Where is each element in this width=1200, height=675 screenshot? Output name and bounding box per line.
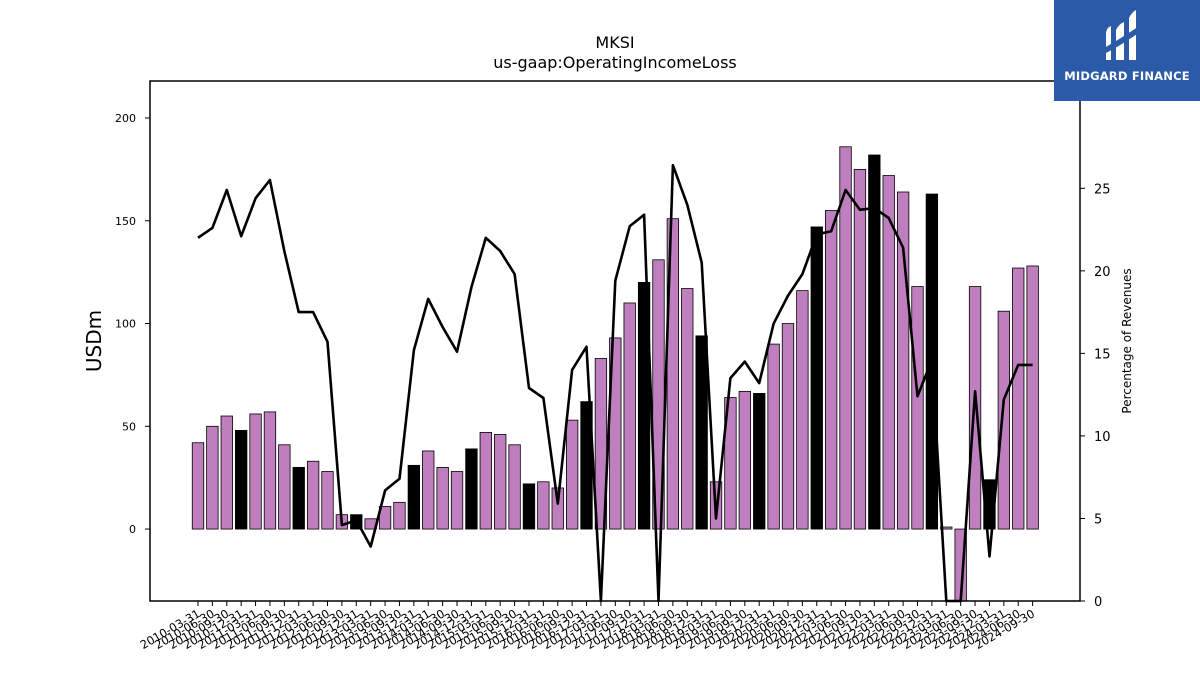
bar: [249, 413, 262, 530]
bar: [623, 302, 636, 530]
bar: [422, 450, 435, 530]
bar: [796, 290, 809, 530]
bar: [997, 310, 1010, 530]
y-tick-label: 100: [115, 318, 136, 331]
bar: [407, 464, 421, 530]
bar: [191, 442, 205, 530]
percentage-line: [197, 163, 1033, 603]
bar: [911, 286, 924, 530]
bar: [940, 526, 953, 530]
bar: [508, 444, 521, 530]
bar: [882, 175, 895, 530]
axes-group: 05010015020005101520252010-03-312010-06-…: [115, 80, 1111, 652]
bar: [896, 191, 910, 530]
bar: [1026, 265, 1039, 530]
y-axis-label: USDm: [82, 310, 106, 372]
y2-tick-label: 5: [1094, 512, 1102, 527]
bar: [494, 434, 507, 530]
bar: [781, 323, 795, 530]
bar: [565, 419, 579, 530]
bar: [551, 487, 564, 530]
bar: [868, 154, 881, 530]
bar: [450, 471, 464, 530]
y2-axis-label: Percentage of Revenues: [1120, 268, 1134, 413]
bar: [839, 146, 852, 530]
y2-tick-label: 15: [1094, 347, 1111, 362]
bar: [278, 444, 291, 530]
bar: [767, 343, 780, 530]
y2-tick-label: 25: [1094, 182, 1111, 197]
bar: [637, 282, 651, 530]
bar: [206, 425, 219, 530]
y2-tick-label: 10: [1094, 430, 1111, 445]
bar: [321, 471, 334, 530]
bar: [738, 390, 751, 530]
bar: [306, 460, 320, 530]
bar: [537, 481, 550, 530]
bar: [853, 168, 867, 530]
y-tick-label: 200: [115, 112, 136, 125]
bar: [753, 393, 766, 530]
logo-mark-icon: [1104, 10, 1148, 60]
bar: [810, 226, 823, 530]
chart-subtitle: us-gaap:OperatingIncomeLoss: [493, 53, 737, 72]
bar: [263, 411, 277, 530]
bars-group: [191, 146, 1039, 602]
bar: [235, 430, 248, 530]
bar: [479, 432, 492, 530]
chart-title: MKSI: [595, 33, 634, 52]
logo-wordmark: MIDGARD FINANCE: [1064, 69, 1190, 83]
y-tick-label: 0: [129, 523, 136, 536]
bar: [465, 448, 478, 530]
midgard-finance-logo: MIDGARD FINANCE: [1054, 0, 1200, 101]
bar: [724, 397, 737, 530]
line-group: [197, 163, 1033, 603]
bar: [1012, 267, 1025, 530]
y2-tick-label: 0: [1094, 595, 1102, 610]
bar: [681, 288, 694, 530]
bar: [825, 210, 838, 530]
y-tick-label: 50: [122, 420, 136, 433]
bar: [522, 483, 536, 530]
bar: [436, 467, 449, 530]
y-tick-label: 150: [115, 215, 136, 228]
bar: [220, 415, 233, 530]
bar: [292, 467, 305, 530]
y2-tick-label: 20: [1094, 265, 1111, 280]
bar: [695, 335, 708, 530]
bar: [393, 501, 406, 530]
